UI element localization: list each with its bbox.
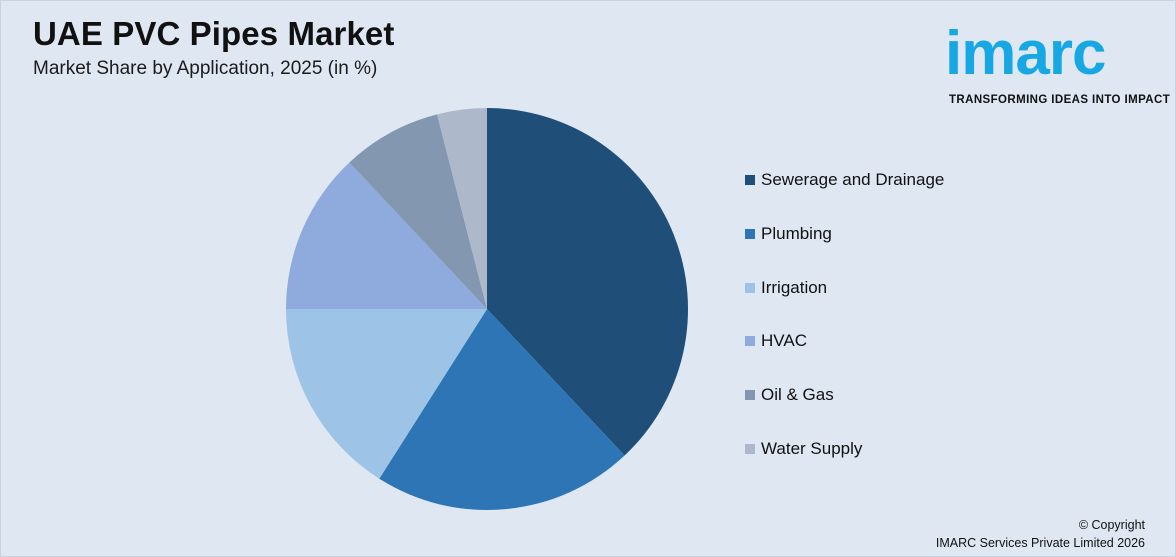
legend-item: HVAC [745,328,1045,382]
legend-swatch [745,282,755,293]
legend-label: Irrigation [761,277,828,297]
legend-swatch [745,228,755,239]
legend-label: Plumbing [761,223,832,243]
legend-swatch [745,443,755,454]
pie-slice-irrigation [286,309,487,479]
imarc-logo: imarc TRANSFORMING IDEAS INTO IMPACT [945,13,1171,109]
legend: Sewerage and Drainage Plumbing Irrigation H… [745,167,1045,490]
legend-label: HVAC [761,331,807,351]
legend-label: Oil & Gas [761,385,834,405]
legend-label: Water Supply [761,438,863,458]
copyright-notice: © Copyright IMARC Services Private Limit… [936,516,1145,552]
legend-swatch [745,390,755,401]
legend-swatch [745,336,755,347]
legend-item: Sewerage and Drainage [745,167,1045,221]
pie-slice-plumbing [379,309,625,510]
pie-chart [286,108,688,510]
legend-item: Plumbing [745,221,1045,275]
copyright-line-2: IMARC Services Private Limited 2026 [935,536,1145,550]
pie-slices [286,108,688,510]
page-subtitle: Market Share by Application, 2025 (in %) [33,58,378,79]
logo-wordmark: imarc [945,19,1106,88]
pie-slice-hvac [286,162,487,309]
legend-swatch [745,175,755,185]
legend-item: Water Supply [745,436,1045,490]
pie-slice-oil-gas [349,114,487,309]
legend-item: Oil & Gas [745,382,1045,436]
legend-label: Sewerage and Drainage [761,170,945,189]
pie-slice-water-supply [437,108,487,309]
pie-slice-sewerage-and-drainage [487,108,688,456]
logo-tagline: TRANSFORMING IDEAS INTO IMPACT [949,94,1171,106]
legend-item: Irrigation [745,275,1045,329]
copyright-line-1: © Copyright [1078,518,1145,532]
page-title: UAE PVC Pipes Market [33,15,395,52]
